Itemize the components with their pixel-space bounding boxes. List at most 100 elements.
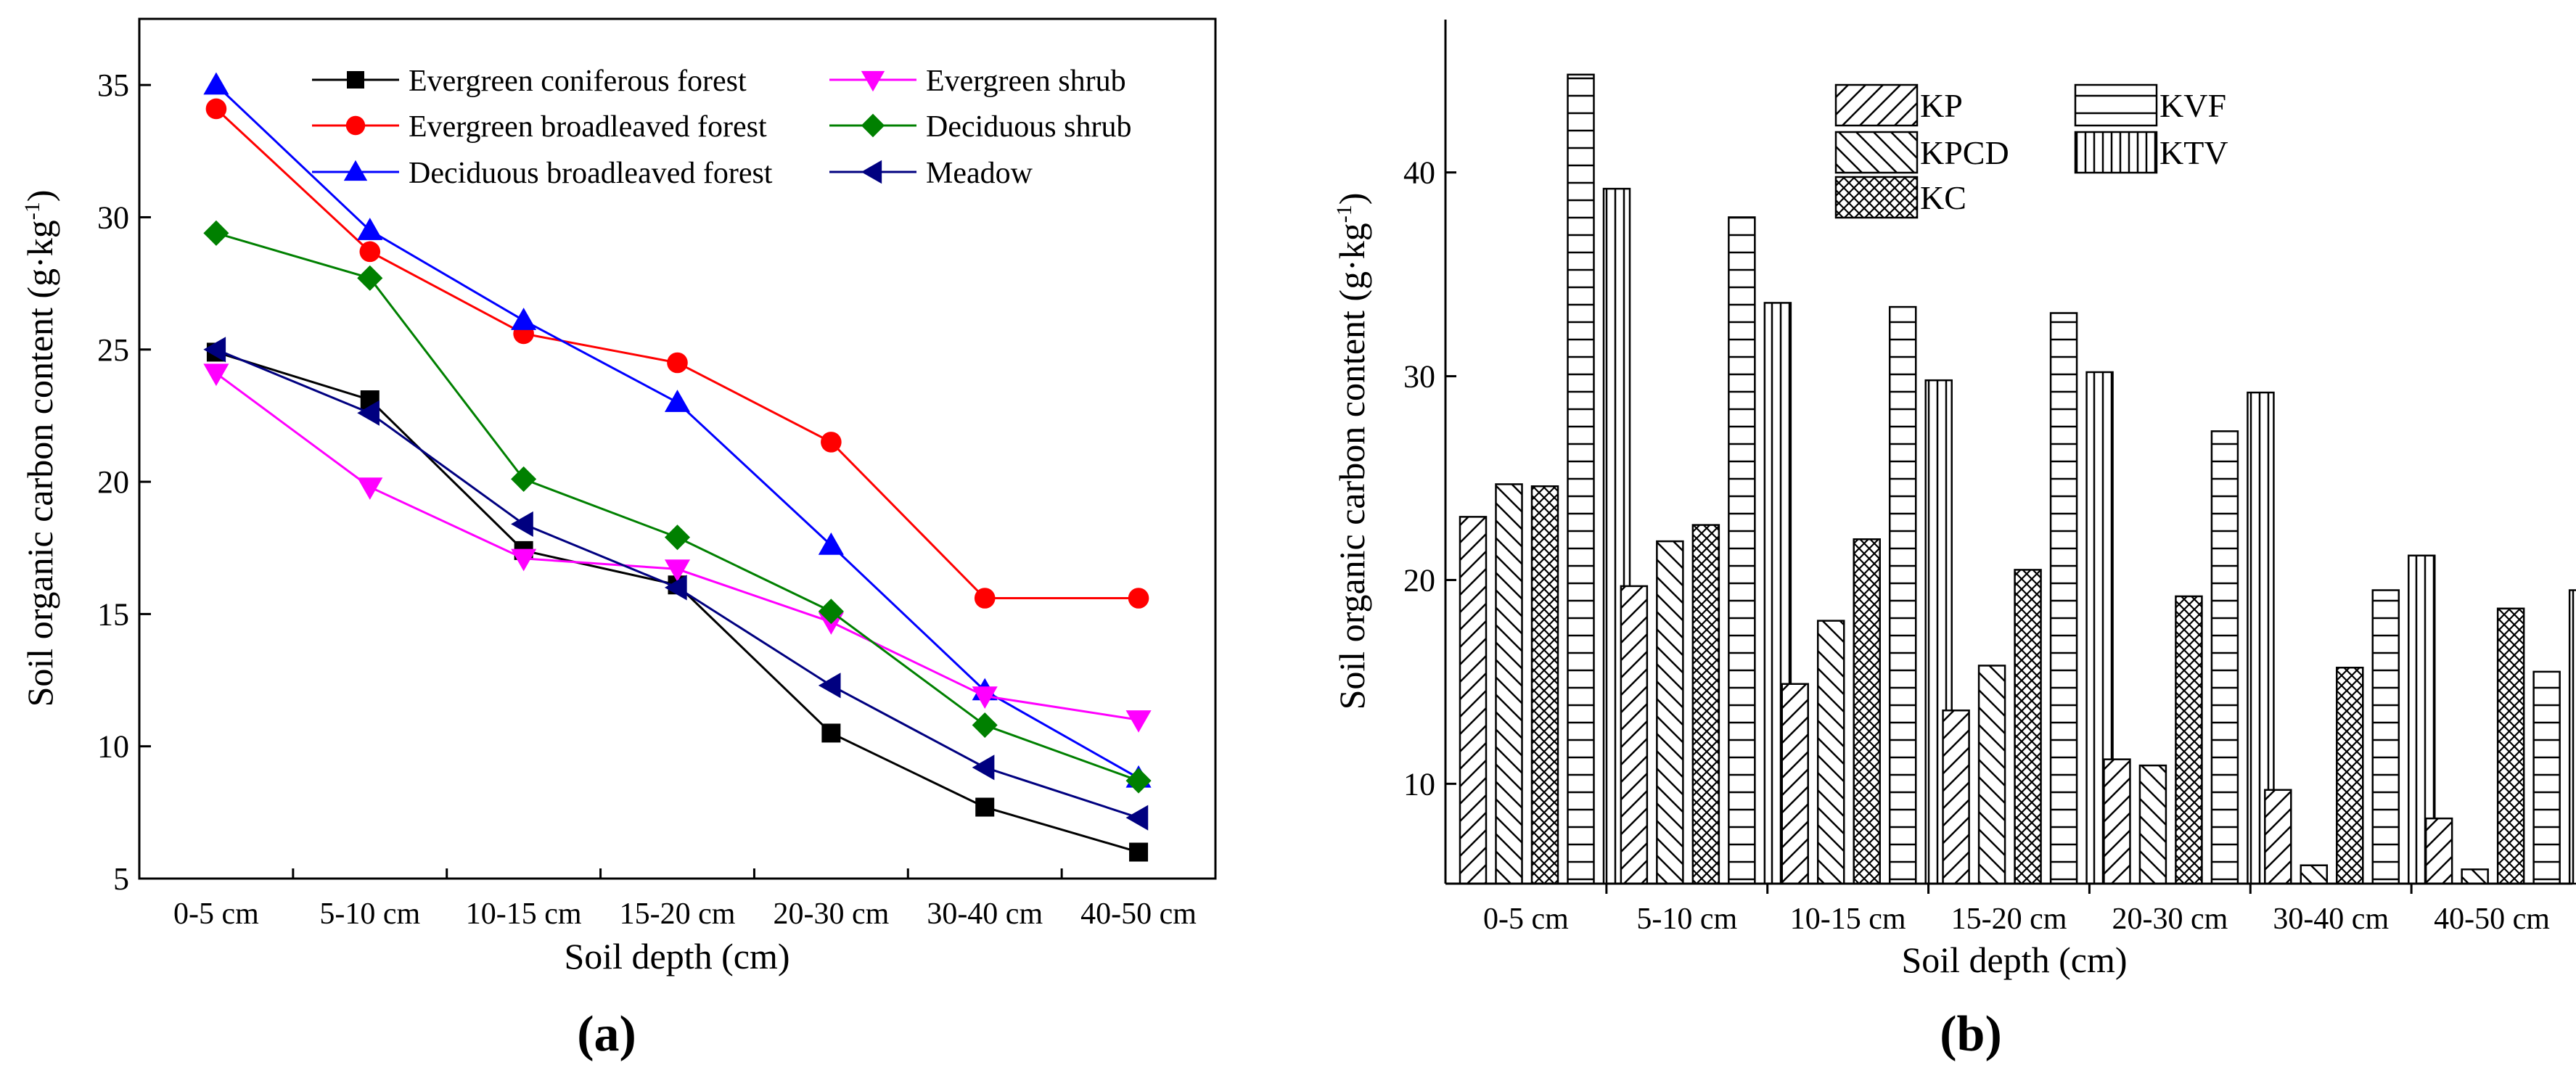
x-tick-label: 10-15 cm — [1790, 903, 1906, 936]
bar-ktv — [1763, 302, 1792, 885]
legend-swatch — [1834, 131, 1919, 174]
y-tick-label: 35 — [97, 67, 129, 103]
bar-kc — [1691, 524, 1720, 885]
data-point — [664, 559, 691, 582]
data-point — [972, 755, 995, 781]
data-point — [821, 432, 842, 453]
data-point — [1125, 805, 1149, 831]
y-tick-label: 30 — [1403, 359, 1435, 395]
data-point — [667, 352, 688, 374]
bar-group-0-5-cm — [1459, 73, 1631, 885]
data-point — [1128, 588, 1149, 609]
bar-kvf — [1888, 305, 1917, 885]
chart-a-x-axis: 0-5 cm 5-10 cm 10-15 cm 15-20 cm 20-30 cm 30-… — [173, 868, 1197, 931]
legend-swatch — [1834, 83, 1919, 127]
x-tick-label: 30-40 cm — [927, 897, 1043, 931]
x-tick-label: 10-15 cm — [466, 897, 582, 931]
data-point — [1129, 842, 1149, 862]
data-point — [203, 363, 229, 387]
bar-kvf — [2049, 312, 2078, 885]
chart-a-plot-frame — [138, 17, 1217, 880]
chart-b-x-axis-title: Soil depth (cm) — [1901, 940, 2127, 980]
data-point — [203, 337, 226, 363]
x-tick-label: 15-20 cm — [1951, 903, 2067, 936]
bar-kvf — [1567, 73, 1595, 885]
legend-label: KC — [1920, 179, 1966, 216]
legend-item-meadow: Meadow — [829, 157, 1033, 190]
legend-marker — [861, 160, 882, 184]
legend-item-evergreen-broadleaved-forest: Evergreen broadleaved forest — [312, 110, 767, 144]
bar-kc — [1530, 485, 1559, 885]
bar-kp — [1459, 516, 1488, 885]
x-tick-label: 5-10 cm — [319, 897, 420, 931]
chart-b-legend: KP KPCD KC KVF KTV — [1834, 83, 2228, 219]
legend-label: Deciduous shrub — [926, 110, 1131, 144]
legend-item-evergreen-coniferous-forest: Evergreen coniferous forest — [312, 65, 747, 98]
data-point — [664, 390, 691, 412]
data-point — [972, 712, 998, 739]
x-tick-label: 20-30 cm — [2112, 903, 2228, 936]
chart-b: 10 20 30 40 0-5 cm 5-10 cm 10-15 cm 15-20 cm 20… — [1332, 20, 2576, 1062]
legend-swatch — [2074, 131, 2158, 174]
legend-label: Evergreen shrub — [926, 65, 1126, 98]
legend-label: Evergreen coniferous forest — [409, 65, 747, 98]
data-point — [1125, 768, 1152, 794]
bar-kpcd — [1977, 665, 2006, 885]
chart-b-panel-label: (b) — [1940, 1006, 2002, 1062]
bar-kpcd — [2461, 868, 2489, 885]
x-tick-label: 15-20 cm — [620, 897, 736, 931]
bar-kp — [2103, 758, 2131, 885]
legend-label: KTV — [2159, 134, 2228, 171]
bar-group-30-40-cm — [2264, 554, 2436, 885]
data-point — [818, 673, 841, 699]
data-point — [974, 588, 996, 609]
bar-group-5-10-cm — [1620, 216, 1792, 885]
legend-item-ktv: KTV — [2074, 131, 2228, 174]
chart-a-legend: Evergreen coniferous forest Evergreen bro… — [312, 65, 1131, 190]
data-point — [357, 477, 383, 500]
legend-item-evergreen-shrub: Evergreen shrub — [829, 65, 1126, 98]
legend-item-kpcd: KPCD — [1834, 131, 2009, 174]
bar-kp — [2264, 789, 2292, 885]
data-point — [203, 220, 229, 246]
bar-kpcd — [1816, 620, 1845, 885]
legend-item-kc: KC — [1834, 176, 1966, 219]
legend-marker — [345, 115, 366, 136]
data-point — [511, 511, 533, 537]
x-tick-label: 40-50 cm — [2434, 903, 2550, 936]
legend-label: KPCD — [1920, 134, 2009, 171]
chart-a: 5 10 15 20 25 30 35 0-5 cm 5-10 cm 10-15 cm 15-20… — [20, 17, 1217, 1062]
legend-swatch — [1834, 176, 1919, 219]
data-point — [664, 525, 691, 551]
legend-label: KVF — [2159, 87, 2226, 124]
data-point — [1125, 710, 1152, 733]
data-point — [357, 400, 380, 426]
chart-b-bars — [1459, 73, 2576, 885]
y-tick-label: 10 — [1403, 766, 1435, 802]
data-point — [511, 466, 537, 492]
bar-kpcd — [2300, 864, 2329, 885]
x-tick-label: 40-50 cm — [1080, 897, 1197, 931]
data-point — [664, 575, 687, 601]
chart-a-series — [203, 72, 1152, 862]
chart-b-y-axis-title: Soil organic carbon content (g·kg-1) — [1332, 193, 1372, 710]
data-point — [203, 72, 229, 95]
bar-group-20-30-cm — [2103, 391, 2275, 885]
bar-kvf — [2210, 430, 2239, 885]
data-point — [359, 241, 381, 263]
data-point — [357, 265, 383, 291]
bar-group-15-20-cm — [1942, 312, 2114, 885]
bar-kc — [2496, 607, 2525, 885]
chart-a-y-axis-title: Soil organic carbon content (g·kg-1) — [20, 190, 60, 707]
data-point — [818, 599, 844, 625]
bar-group-40-50-cm — [2424, 589, 2576, 885]
legend-marker — [861, 113, 885, 138]
series-line — [216, 350, 1139, 853]
x-tick-label: 30-40 cm — [2273, 903, 2389, 936]
x-tick-label: 0-5 cm — [1483, 903, 1569, 936]
y-tick-label: 15 — [97, 596, 129, 632]
bar-kc — [2175, 595, 2203, 885]
legend-marker — [861, 70, 885, 92]
x-tick-label: 5-10 cm — [1636, 903, 1737, 936]
legend-item-kp: KP — [1834, 83, 1963, 127]
